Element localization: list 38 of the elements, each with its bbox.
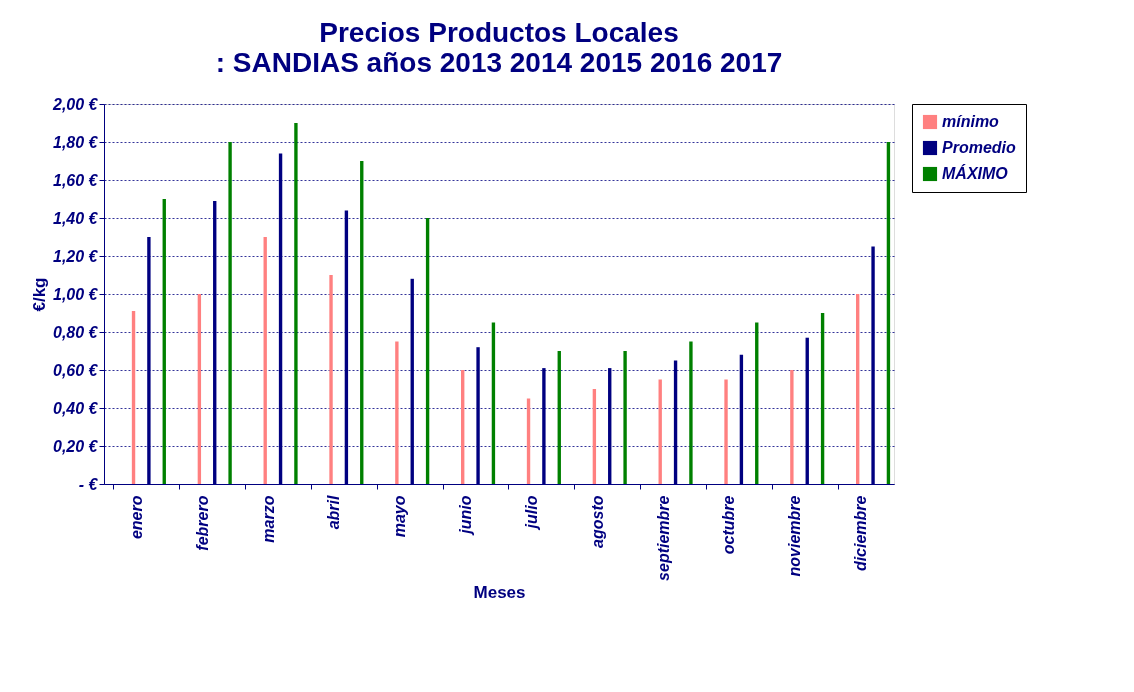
bar — [329, 275, 333, 484]
y-tick-label: 0,20 € — [53, 437, 99, 455]
bar — [689, 341, 693, 484]
legend-label: Promedio — [942, 139, 1017, 156]
y-tick-label: 0,40 € — [53, 399, 99, 417]
y-tick-label: 0,80 € — [53, 323, 99, 341]
x-tick-label: febrero — [193, 495, 211, 551]
y-tick-label: 1,00 € — [53, 285, 99, 303]
bar — [623, 351, 627, 484]
y-tick-label: 2,00 € — [52, 95, 99, 113]
y-tick-label: 1,20 € — [53, 247, 99, 265]
bar — [228, 142, 232, 484]
x-tick-label: enero — [127, 495, 145, 540]
x-tick-label: noviembre — [786, 495, 804, 577]
x-tick-label: agosto — [588, 495, 606, 548]
x-tick-label: septiembre — [654, 495, 672, 581]
y-tick-label: - € — [78, 475, 99, 493]
x-tick-label: abril — [325, 494, 343, 530]
x-tick-label: diciembre — [852, 495, 870, 572]
x-tick-label: mayo — [391, 495, 409, 538]
y-tick-label: 0,60 € — [53, 361, 99, 379]
legend-label: MÁXIMO — [942, 164, 1009, 182]
text: : SANDIAS años 2013 2014 2015 2016 2017 — [215, 47, 783, 78]
legend-label: mínimo — [942, 113, 1000, 130]
text: Precios Productos Locales — [319, 17, 679, 48]
x-tick-label: marzo — [259, 495, 277, 543]
y-tick-label: 1,60 € — [53, 171, 99, 189]
bar — [790, 370, 794, 484]
bar — [724, 379, 728, 484]
bar — [294, 123, 298, 484]
x-axis-title: Meses — [473, 582, 526, 602]
x-tick-label: octubre — [720, 495, 738, 555]
x-tick-label: junio — [457, 495, 475, 536]
y-axis-title: €/kg — [30, 277, 50, 312]
y-tick-label: 1,80 € — [53, 133, 99, 151]
x-tick-label: julio — [522, 495, 540, 531]
bar — [395, 341, 399, 484]
y-tick-label: 1,40 € — [53, 209, 99, 227]
